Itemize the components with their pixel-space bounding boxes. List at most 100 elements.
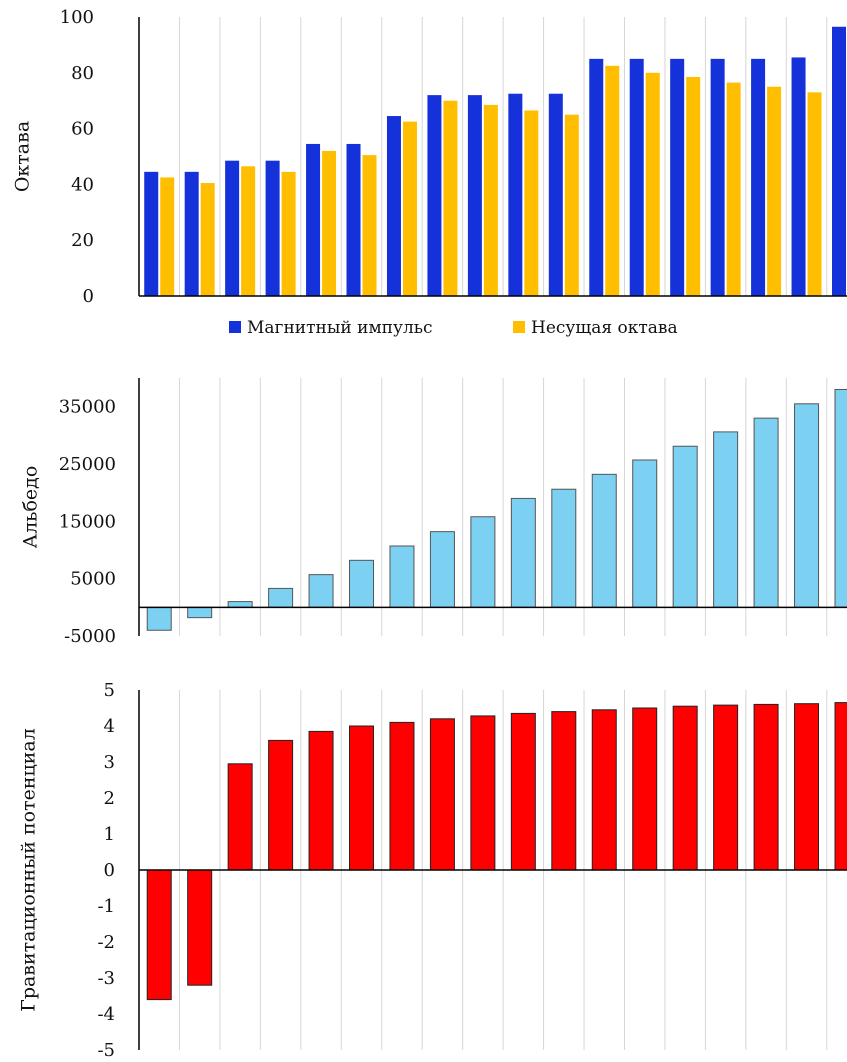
bar (389, 545, 415, 608)
bar (389, 721, 415, 871)
bar (467, 95, 482, 297)
y-axis-title: Гравитационный потенциал (18, 728, 40, 1012)
y-tick-label: 100 (60, 7, 94, 28)
bar (306, 143, 321, 296)
bar (362, 155, 377, 296)
bar (551, 711, 577, 871)
bar (346, 143, 361, 296)
bar (510, 712, 536, 871)
bar (187, 869, 213, 986)
bar (710, 58, 725, 296)
y-tick-label: 0 (104, 860, 115, 881)
y-tick-label: 2 (104, 788, 115, 809)
y-tick-label: -1 (97, 896, 115, 917)
y-tick-label: 80 (71, 63, 94, 84)
y-tick-label: 25000 (59, 454, 116, 475)
y-tick-label: 0 (83, 286, 94, 307)
bar (443, 100, 458, 296)
legend-label: Магнитный импульс (247, 318, 433, 338)
panel-octave: 0 20 40 60 80 100 Октава Магнитный импульс Несущ… (12, 7, 847, 338)
bar (268, 587, 294, 608)
bar (548, 93, 563, 296)
bar (402, 121, 417, 296)
bar (160, 177, 175, 296)
bar (470, 715, 496, 871)
bar (187, 606, 213, 619)
bar (349, 725, 375, 871)
panel-gravitational-potential: -5 -4 -3 -2 -1 0 1 2 3 4 5 Гравитационный потенциал (18, 680, 847, 1061)
bar (589, 58, 604, 296)
bar (268, 739, 294, 871)
bar (322, 150, 337, 296)
legend-swatch (229, 321, 241, 333)
bar (349, 559, 375, 608)
bar (591, 709, 617, 871)
bar (508, 93, 523, 296)
y-tick-label: 20 (71, 230, 94, 251)
bar (429, 531, 455, 608)
bar (470, 516, 496, 608)
bar (726, 82, 741, 296)
bar (227, 763, 253, 871)
bar (807, 92, 822, 296)
bar (200, 183, 215, 296)
y-axis-title: Альбедо (20, 466, 42, 549)
panel-albedo: -5000 5000 15000 25000 35000 Альбедо (20, 378, 847, 647)
bar (144, 171, 159, 296)
legend-label: Несущая октава (531, 318, 678, 338)
bar (753, 703, 779, 871)
bar (184, 171, 199, 296)
bar (241, 166, 256, 296)
bar (591, 473, 617, 608)
bar (794, 703, 820, 871)
bar (751, 58, 766, 296)
bar (265, 160, 280, 296)
bar (670, 58, 685, 296)
bar (645, 72, 660, 296)
bar (386, 116, 401, 296)
bar (146, 869, 172, 1001)
y-tick-label: -5000 (64, 626, 116, 647)
bar (672, 445, 698, 608)
bar (146, 606, 172, 631)
bar (834, 702, 847, 871)
legend-swatch (513, 321, 525, 333)
y-tick-label: -5 (97, 1040, 115, 1058)
bar (629, 58, 644, 296)
bar (524, 110, 539, 296)
y-tick-label: -3 (97, 968, 115, 989)
y-tick-label: 5 (104, 680, 115, 701)
bar (767, 86, 782, 296)
y-tick-label: 60 (71, 119, 94, 140)
bar (713, 431, 739, 608)
bar (713, 704, 739, 871)
bar (308, 574, 334, 608)
bar (632, 459, 658, 608)
y-tick-label: 3 (104, 752, 115, 773)
bar (672, 705, 698, 871)
bar (832, 26, 846, 296)
bar (427, 95, 442, 297)
y-tick-label: 15000 (59, 511, 116, 532)
y-tick-label: 1 (104, 824, 115, 845)
bar (605, 65, 620, 296)
bar (794, 403, 820, 608)
y-tick-label: -2 (97, 932, 115, 953)
y-tick-label: 35000 (59, 397, 116, 418)
y-tick-label: 4 (104, 716, 115, 737)
bar (510, 497, 536, 608)
bar (753, 417, 779, 608)
bar (564, 114, 579, 297)
bar (791, 57, 806, 296)
y-tick-label: 5000 (70, 569, 116, 590)
bar (308, 730, 334, 871)
bar (686, 76, 701, 296)
bar (227, 601, 253, 608)
bar (632, 707, 658, 871)
y-axis-title: Октава (12, 121, 34, 192)
bar (483, 104, 498, 296)
bar (834, 388, 847, 608)
bar (225, 160, 240, 296)
